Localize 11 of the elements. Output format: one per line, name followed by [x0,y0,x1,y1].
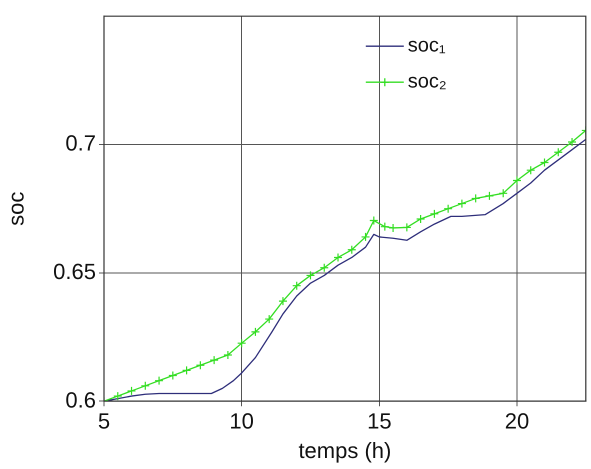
legend-label: soc₂ [408,70,447,93]
y-tick-label: 0.7 [65,130,96,156]
x-tick-label: 5 [98,408,110,434]
y-tick-label: 0.65 [53,258,96,284]
y-tick-label: 0.6 [65,387,96,412]
y-axis-title: soc [3,192,28,226]
legend-label: soc₁ [408,34,446,57]
x-tick-label: 15 [367,408,392,434]
x-tick-label: 10 [229,408,254,434]
x-axis-title: temps (h) [298,438,392,463]
x-tick-label: 20 [504,408,530,434]
